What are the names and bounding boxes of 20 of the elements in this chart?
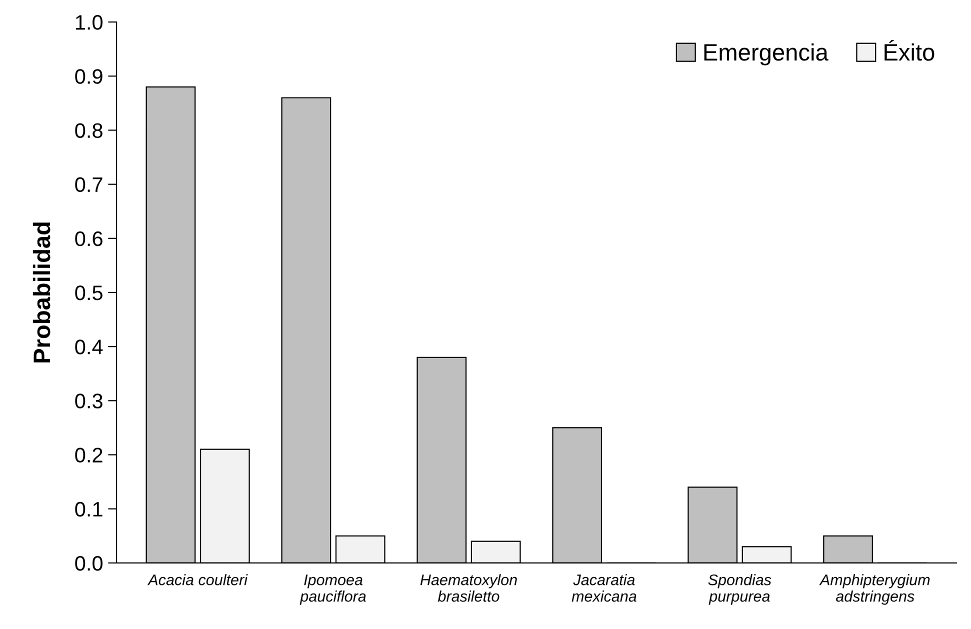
y-tick-label: 0.9 [75, 69, 102, 84]
y-tick-label: 0.2 [75, 448, 102, 463]
y-tick-label: 1.0 [76, 15, 103, 30]
y-tick-label: 0.7 [75, 177, 102, 192]
x-tick-label: Acacia coulteri [147, 574, 248, 586]
legend-label: Emergencia [704, 43, 828, 66]
y-tick-label: 0.5 [75, 285, 102, 300]
legend-label: Éxito [884, 40, 934, 61]
y-tick-label: 0.8 [75, 123, 102, 138]
y-tick-label: 0.3 [75, 394, 102, 408]
x-tick-label: Ipomoea pauciflora [300, 574, 366, 605]
y-tick-label: 0.6 [75, 231, 102, 246]
y-tick-label: 0.4 [75, 340, 103, 354]
y-tick-label: 0.1 [75, 502, 102, 517]
x-tick-label: Spondias purpurea [708, 574, 772, 605]
x-tick-label: Haematoxylon brasiletto [420, 574, 517, 602]
y-tick-label: 0.0 [75, 556, 103, 571]
x-tick-label: Jacaratia mexicana [572, 574, 636, 602]
y-axis-title: Probabilidad [32, 222, 50, 362]
x-tick-label: Amphipterygium adstringens [819, 574, 930, 605]
